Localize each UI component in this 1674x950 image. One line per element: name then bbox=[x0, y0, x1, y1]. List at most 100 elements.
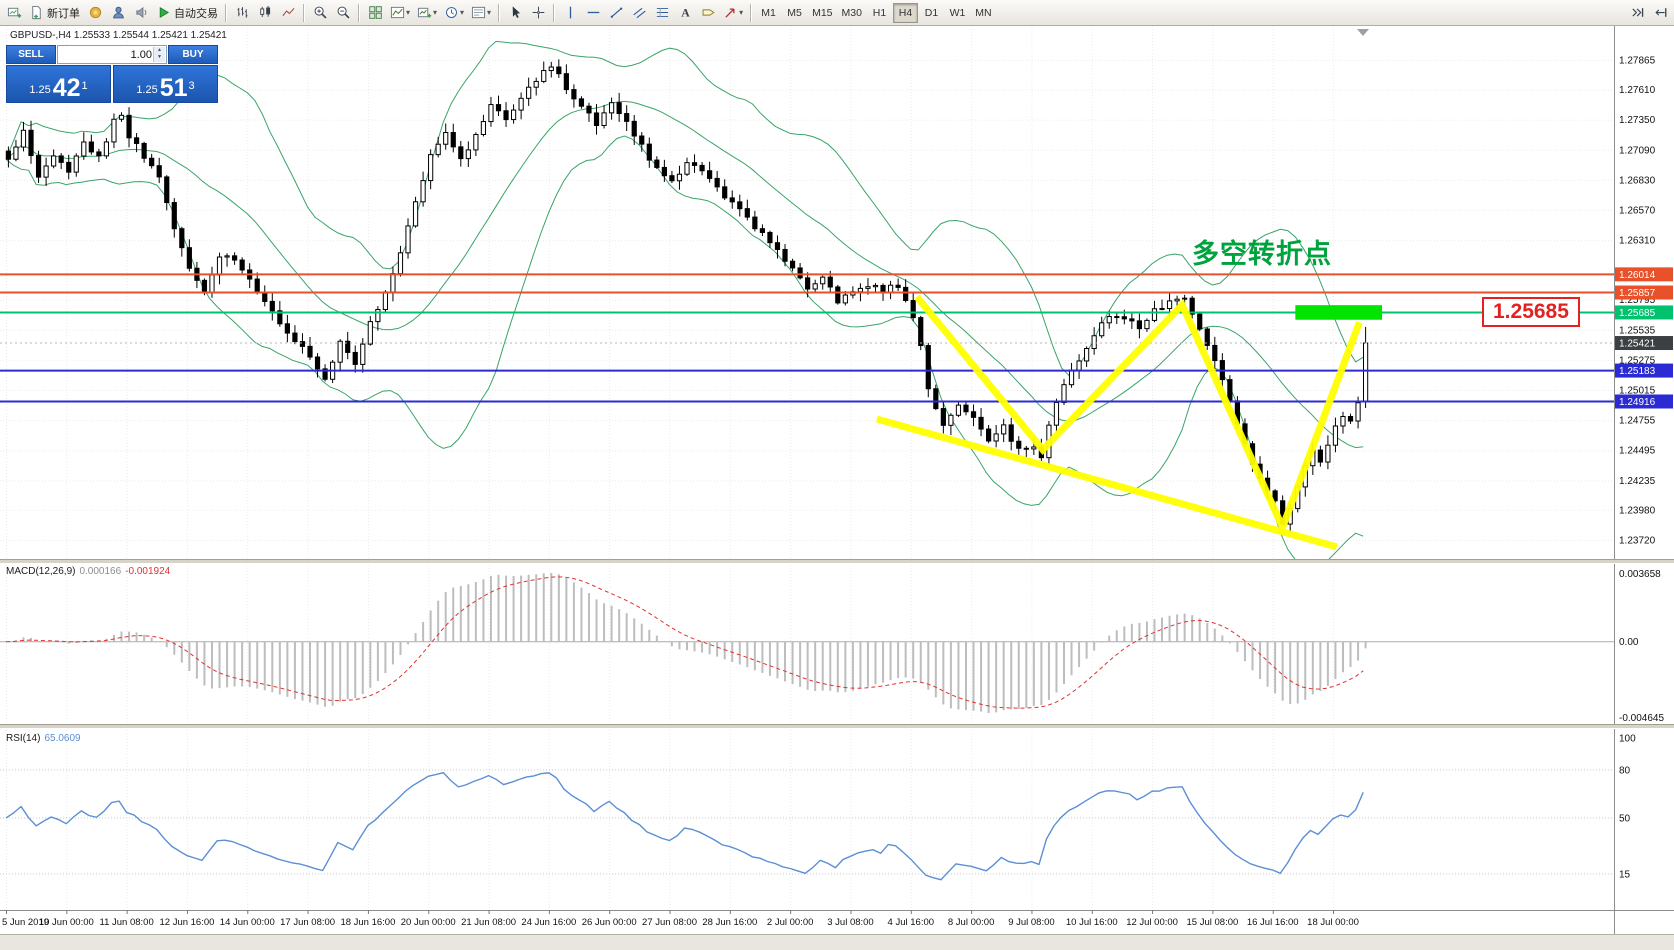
svg-text:18 Jul 00:00: 18 Jul 00:00 bbox=[1307, 917, 1359, 928]
chevron-down-icon: ▾ bbox=[487, 8, 492, 17]
auto-scroll-button[interactable] bbox=[1626, 2, 1648, 24]
window-frame bbox=[0, 934, 1674, 950]
text-icon: A bbox=[681, 6, 690, 19]
grid bbox=[0, 26, 1614, 910]
new-chart-button[interactable] bbox=[3, 2, 25, 24]
toolbar-separator bbox=[553, 3, 556, 22]
speaker-icon bbox=[135, 6, 146, 19]
timeframe-m5-button[interactable]: M5 bbox=[782, 3, 807, 23]
svg-text:80: 80 bbox=[1619, 766, 1631, 777]
trendline-2[interactable] bbox=[914, 294, 1363, 537]
svg-text:18 Jun 16:00: 18 Jun 16:00 bbox=[340, 917, 395, 928]
person-icon bbox=[112, 6, 124, 19]
zoom-in-button[interactable] bbox=[309, 2, 331, 24]
svg-text:12 Jun 16:00: 12 Jun 16:00 bbox=[159, 917, 214, 928]
bar-chart-button[interactable] bbox=[231, 2, 253, 24]
buy-price-small: 1.25 bbox=[136, 84, 158, 96]
buy-price-panel[interactable]: 1.25 51 3 bbox=[113, 65, 218, 103]
price-callout[interactable]: 1.25685 bbox=[1482, 297, 1580, 327]
rsi-name: RSI(14) bbox=[6, 733, 41, 744]
timeframe-h1-button[interactable]: H1 bbox=[867, 3, 892, 23]
autotrading-button[interactable]: 自动交易 bbox=[153, 2, 221, 24]
timeframe-w1-button[interactable]: W1 bbox=[945, 3, 970, 23]
volume-input[interactable]: 1.00 ▲ ▼ bbox=[57, 45, 167, 64]
add-indicator-button[interactable]: ▾ bbox=[414, 2, 440, 24]
line-chart-button[interactable] bbox=[277, 2, 299, 24]
pane-splitter[interactable] bbox=[0, 724, 1674, 729]
pane-splitter[interactable] bbox=[0, 559, 1674, 564]
indicator-plus-icon bbox=[417, 7, 432, 18]
profile-button[interactable] bbox=[107, 2, 129, 24]
label-button[interactable] bbox=[697, 2, 719, 24]
macd-value-main: 0.000166 bbox=[79, 566, 122, 577]
toolbar-separator bbox=[750, 3, 753, 22]
svg-text:15 Jul 08:00: 15 Jul 08:00 bbox=[1187, 917, 1239, 928]
indicator-icon bbox=[390, 6, 405, 19]
svg-text:3 Jul 08:00: 3 Jul 08:00 bbox=[827, 917, 873, 928]
axis-price-tag bbox=[1615, 305, 1673, 320]
bars-icon bbox=[236, 7, 248, 18]
timeframe-m15-button[interactable]: M15 bbox=[808, 3, 836, 23]
crosshair-button[interactable] bbox=[527, 2, 549, 24]
sell-price-panel[interactable]: 1.25 42 1 bbox=[6, 65, 111, 103]
svg-text:28 Jun 16:00: 28 Jun 16:00 bbox=[702, 917, 757, 928]
chart-canvas[interactable]: 1.27865 1.27610 1.27350 1.27090 1.26830 1.265… bbox=[0, 26, 1674, 934]
timeframe-m30-button[interactable]: M30 bbox=[838, 3, 866, 23]
indicators-button[interactable]: ▾ bbox=[387, 2, 413, 24]
trendline-button[interactable] bbox=[605, 2, 627, 24]
cursor-icon bbox=[512, 6, 520, 18]
text-button[interactable]: A bbox=[674, 2, 696, 24]
sell-button[interactable]: SELL bbox=[6, 45, 56, 64]
timeframe-m1-button[interactable]: M1 bbox=[756, 3, 781, 23]
svg-text:1.25015: 1.25015 bbox=[1619, 386, 1656, 397]
svg-text:100: 100 bbox=[1619, 734, 1636, 745]
timeframe-mn-button[interactable]: MN bbox=[971, 3, 996, 23]
macd-value-signal: -0.001924 bbox=[125, 566, 171, 577]
svg-text:1.26014: 1.26014 bbox=[1619, 270, 1656, 281]
timeframe-d1-button[interactable]: D1 bbox=[919, 3, 944, 23]
svg-text:8 Jul 00:00: 8 Jul 00:00 bbox=[948, 917, 994, 928]
arrows-button[interactable]: ▾ bbox=[720, 2, 746, 24]
cursor-button[interactable] bbox=[504, 2, 526, 24]
candlestick-button[interactable] bbox=[254, 2, 276, 24]
macd-signal-line bbox=[5, 576, 1364, 709]
buy-price-sup: 3 bbox=[188, 80, 195, 92]
templates-button[interactable]: ▾ bbox=[468, 2, 494, 24]
market-button[interactable] bbox=[84, 2, 106, 24]
trendline-1[interactable] bbox=[875, 415, 1338, 551]
svg-text:0.00: 0.00 bbox=[1619, 637, 1639, 648]
zoom-in-icon bbox=[314, 6, 327, 19]
alerts-button[interactable] bbox=[130, 2, 152, 24]
tile-windows-button[interactable] bbox=[364, 2, 386, 24]
annotation-text[interactable]: 多空转折点 bbox=[1192, 239, 1332, 269]
vertical-line-button[interactable] bbox=[559, 2, 581, 24]
channel-button[interactable] bbox=[628, 2, 650, 24]
label-icon bbox=[702, 9, 715, 16]
periods-button[interactable]: ▾ bbox=[441, 2, 467, 24]
crosshair-icon bbox=[532, 6, 544, 19]
svg-text:1.25183: 1.25183 bbox=[1619, 366, 1656, 377]
new-order-button[interactable]: 新订单 bbox=[26, 2, 83, 24]
svg-text:1.23980: 1.23980 bbox=[1619, 505, 1656, 516]
price-axis[interactable]: 1.27865 1.27610 1.27350 1.27090 1.26830 1.265… bbox=[1614, 26, 1674, 934]
svg-text:12 Jul 00:00: 12 Jul 00:00 bbox=[1126, 917, 1178, 928]
buy-button[interactable]: BUY bbox=[168, 45, 218, 64]
timeframe-h4-button[interactable]: H4 bbox=[892, 2, 918, 23]
svg-text:21 Jun 08:00: 21 Jun 08:00 bbox=[461, 917, 516, 928]
green-zone-rect[interactable] bbox=[1295, 305, 1383, 320]
toolbar-separator bbox=[498, 3, 501, 22]
chart-shift-button[interactable] bbox=[1649, 2, 1671, 24]
volume-spinner[interactable]: ▲ ▼ bbox=[153, 47, 165, 62]
spinner-down-icon[interactable]: ▼ bbox=[157, 54, 162, 60]
spinner-up-icon[interactable]: ▲ bbox=[157, 47, 162, 53]
horizontal-line-button[interactable] bbox=[582, 2, 604, 24]
chevron-down-icon: ▾ bbox=[433, 8, 438, 17]
zoom-out-button[interactable] bbox=[332, 2, 354, 24]
chart-shift-marker-icon[interactable] bbox=[1357, 29, 1369, 36]
fibonacci-button[interactable] bbox=[651, 2, 673, 24]
sell-price-sup: 1 bbox=[81, 80, 88, 92]
svg-text:17 Jun 08:00: 17 Jun 08:00 bbox=[280, 917, 335, 928]
scroll-end-icon bbox=[1631, 8, 1643, 17]
axis-price-tag bbox=[1615, 394, 1673, 409]
